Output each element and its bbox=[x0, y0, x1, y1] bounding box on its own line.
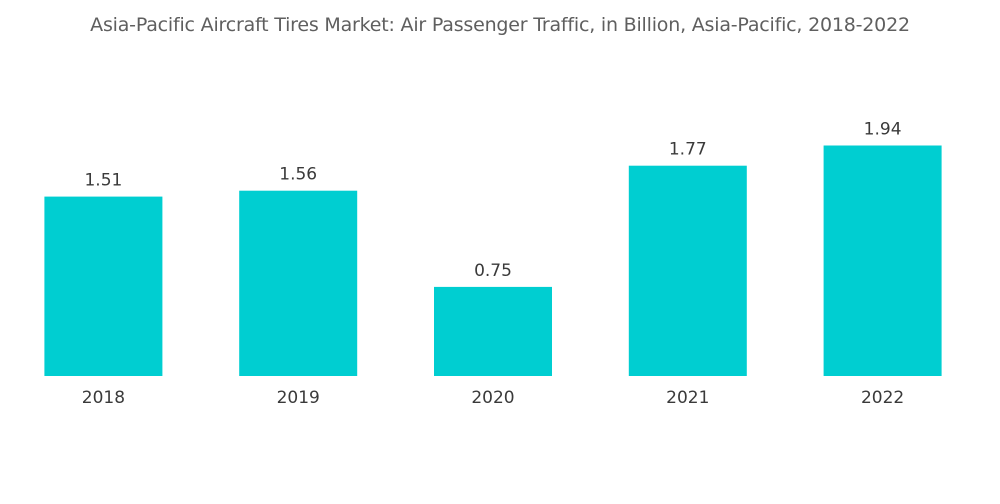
x-tick-label-2018: 2018 bbox=[82, 388, 125, 408]
value-label-2020: 0.75 bbox=[474, 261, 512, 281]
bar-2020 bbox=[434, 286, 552, 376]
x-axis-ticks-layer: 2018 2019 2020 2021 2022 bbox=[82, 388, 904, 408]
x-tick-label-2022: 2022 bbox=[861, 388, 904, 408]
value-label-2019: 1.56 bbox=[279, 165, 317, 185]
bar-2021 bbox=[628, 165, 747, 376]
x-tick-label-2019: 2019 bbox=[277, 388, 320, 408]
value-label-2022: 1.94 bbox=[864, 120, 902, 140]
value-label-2018: 1.51 bbox=[84, 171, 122, 191]
value-labels-layer: 1.51 1.56 0.75 1.77 1.94 bbox=[84, 120, 901, 281]
chart-title: Asia-Pacific Aircraft Tires Market: Air … bbox=[90, 14, 910, 36]
bar-2022 bbox=[823, 145, 942, 376]
bars-layer bbox=[44, 145, 942, 376]
x-tick-label-2020: 2020 bbox=[471, 388, 514, 408]
value-label-2021: 1.77 bbox=[669, 140, 707, 160]
bar-2018 bbox=[44, 196, 163, 376]
bar-2019 bbox=[239, 190, 358, 376]
x-tick-label-2021: 2021 bbox=[666, 388, 709, 408]
